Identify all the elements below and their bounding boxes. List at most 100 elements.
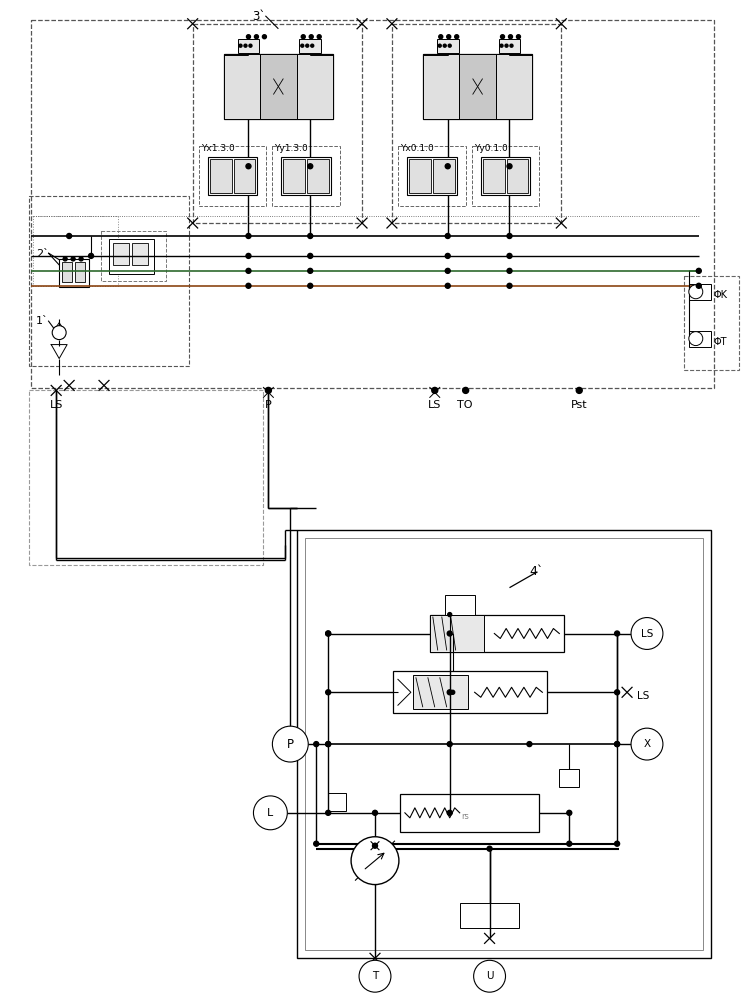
Text: LS: LS bbox=[428, 400, 441, 410]
Bar bbox=[75, 262, 85, 282]
Bar bbox=[29, 390, 264, 565]
Circle shape bbox=[443, 44, 446, 47]
Circle shape bbox=[445, 164, 450, 169]
Circle shape bbox=[63, 257, 67, 261]
Circle shape bbox=[326, 742, 330, 747]
Text: P: P bbox=[287, 738, 294, 751]
Bar bbox=[282, 157, 331, 195]
Circle shape bbox=[308, 164, 313, 169]
Circle shape bbox=[246, 233, 251, 238]
Circle shape bbox=[576, 387, 582, 393]
Circle shape bbox=[455, 35, 458, 39]
Bar bbox=[31, 20, 714, 388]
Bar bbox=[392, 24, 561, 223]
Text: T: T bbox=[372, 971, 378, 981]
Circle shape bbox=[446, 35, 451, 39]
Circle shape bbox=[445, 253, 450, 258]
Bar bbox=[328, 793, 346, 811]
Text: LS: LS bbox=[49, 400, 63, 410]
Bar bbox=[132, 243, 148, 265]
Circle shape bbox=[615, 742, 619, 747]
Text: TO: TO bbox=[457, 400, 473, 410]
Bar bbox=[689, 284, 711, 300]
Circle shape bbox=[615, 631, 619, 636]
Circle shape bbox=[431, 387, 437, 393]
Bar bbox=[237, 39, 259, 53]
Text: Yx1.3.0: Yx1.3.0 bbox=[201, 144, 234, 153]
Circle shape bbox=[67, 233, 72, 238]
Text: Yy1.3.0: Yy1.3.0 bbox=[274, 144, 308, 153]
Text: rs: rs bbox=[461, 812, 470, 821]
Circle shape bbox=[615, 841, 619, 846]
Bar bbox=[481, 157, 530, 195]
Bar bbox=[407, 157, 457, 195]
Circle shape bbox=[447, 810, 452, 815]
Circle shape bbox=[447, 690, 452, 695]
Circle shape bbox=[372, 843, 377, 848]
Bar bbox=[430, 615, 484, 652]
Bar bbox=[560, 769, 579, 787]
Circle shape bbox=[88, 253, 94, 258]
Circle shape bbox=[326, 690, 330, 695]
Circle shape bbox=[463, 387, 469, 393]
Circle shape bbox=[246, 268, 251, 273]
Bar bbox=[109, 239, 154, 274]
Bar bbox=[460, 903, 520, 928]
Text: ΦT: ΦT bbox=[714, 337, 727, 347]
Circle shape bbox=[308, 283, 313, 288]
Circle shape bbox=[246, 164, 251, 169]
Bar bbox=[482, 159, 505, 193]
Circle shape bbox=[448, 44, 451, 47]
Circle shape bbox=[255, 35, 258, 39]
Bar bbox=[260, 54, 297, 119]
Text: P: P bbox=[265, 400, 272, 410]
Circle shape bbox=[689, 332, 703, 346]
Bar bbox=[306, 538, 703, 950]
Text: 1`: 1` bbox=[36, 316, 49, 326]
Circle shape bbox=[311, 44, 314, 47]
Bar bbox=[62, 262, 72, 282]
Circle shape bbox=[473, 960, 506, 992]
Text: LS: LS bbox=[641, 629, 653, 639]
Circle shape bbox=[326, 742, 330, 747]
Circle shape bbox=[265, 387, 271, 393]
Text: ΦK: ΦK bbox=[714, 290, 728, 300]
Bar bbox=[423, 54, 459, 119]
Circle shape bbox=[615, 690, 619, 695]
Circle shape bbox=[309, 35, 313, 39]
Circle shape bbox=[447, 742, 452, 747]
Circle shape bbox=[631, 728, 663, 760]
Bar bbox=[29, 196, 189, 366]
Text: Yx0.1.0: Yx0.1.0 bbox=[400, 144, 434, 153]
Text: Yy0.1.0: Yy0.1.0 bbox=[473, 144, 507, 153]
Bar bbox=[413, 675, 467, 709]
Bar bbox=[499, 39, 521, 53]
Circle shape bbox=[273, 726, 309, 762]
Bar bbox=[223, 54, 333, 119]
Bar bbox=[33, 216, 118, 286]
Circle shape bbox=[372, 810, 377, 815]
Circle shape bbox=[697, 268, 701, 273]
Bar bbox=[113, 243, 129, 265]
Bar bbox=[689, 331, 711, 347]
Circle shape bbox=[438, 44, 441, 47]
Bar bbox=[472, 146, 539, 206]
Circle shape bbox=[697, 283, 701, 288]
Bar bbox=[283, 159, 306, 193]
Circle shape bbox=[517, 35, 521, 39]
Bar bbox=[400, 794, 539, 832]
Circle shape bbox=[308, 253, 313, 258]
Bar bbox=[59, 259, 89, 287]
Bar bbox=[437, 39, 458, 53]
Circle shape bbox=[326, 810, 330, 815]
Circle shape bbox=[439, 35, 443, 39]
Circle shape bbox=[79, 257, 83, 261]
Circle shape bbox=[567, 810, 571, 815]
Bar bbox=[207, 157, 258, 195]
Bar bbox=[430, 615, 564, 652]
Circle shape bbox=[507, 164, 512, 169]
Circle shape bbox=[487, 846, 492, 851]
Bar bbox=[300, 39, 321, 53]
Bar bbox=[297, 54, 333, 119]
Text: LS: LS bbox=[637, 691, 649, 701]
